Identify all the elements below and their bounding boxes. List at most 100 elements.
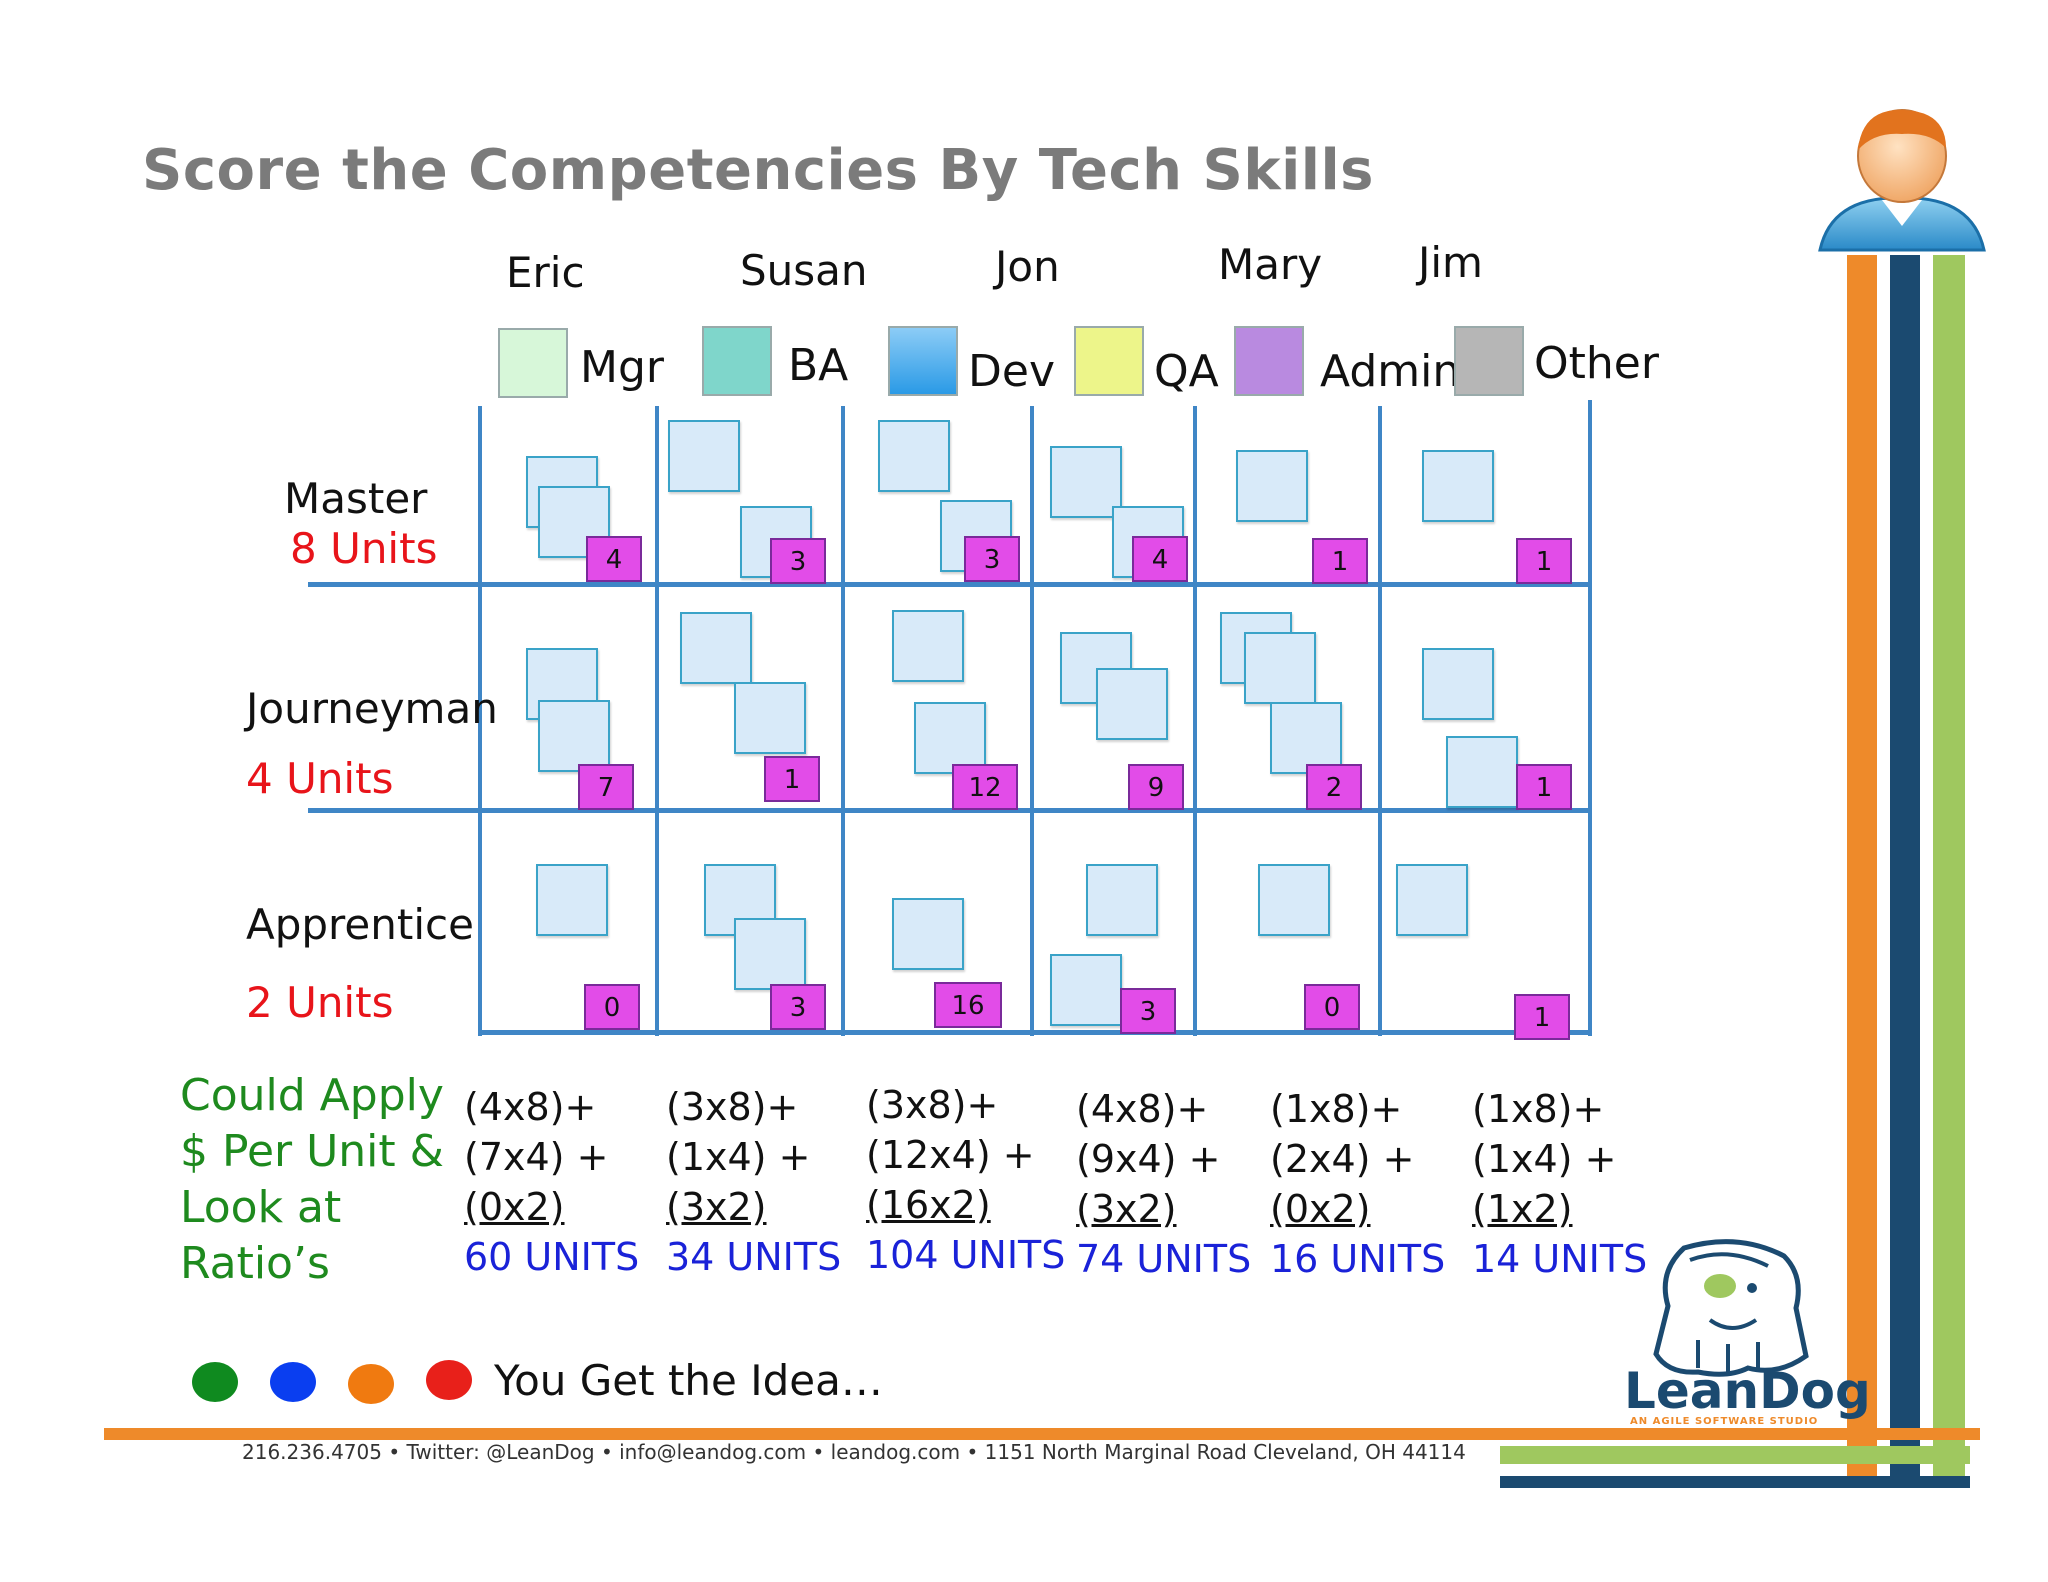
grid-vline xyxy=(655,406,659,1036)
legend-swatch-qa xyxy=(1074,326,1144,396)
grid-vline xyxy=(1588,400,1592,1036)
legend-swatch-ba xyxy=(702,326,772,396)
level-journeyman-label: Journeyman xyxy=(246,684,498,733)
count-badge: 2 xyxy=(1306,764,1362,810)
calc-line: (3x8)+ xyxy=(866,1083,999,1127)
calc-column: (4x8)+ (7x4) + (0x2) 60 UNITS xyxy=(464,1082,639,1282)
legend-swatch-mgr xyxy=(498,328,568,398)
level-journeyman-units: 4 Units xyxy=(246,754,394,803)
person-jim: Jim xyxy=(1418,238,1483,287)
calc-line: (1x4) + xyxy=(666,1135,811,1179)
person-mary: Mary xyxy=(1218,240,1323,289)
calc-line: (7x4) + xyxy=(464,1135,609,1179)
count-badge: 0 xyxy=(584,984,640,1030)
sticky-note xyxy=(1050,446,1122,518)
orange-bar xyxy=(104,1428,1980,1440)
calc-line: (2x4) + xyxy=(1270,1137,1415,1181)
sticky-note xyxy=(1258,864,1330,936)
calc-line: (1x8)+ xyxy=(1472,1087,1605,1131)
grid-vline xyxy=(1378,406,1382,1036)
navy-stripe xyxy=(1890,255,1920,1487)
leandog-logo: LeanDog xyxy=(1624,1362,1871,1420)
person-icon xyxy=(1818,109,1986,252)
sticky-note xyxy=(1244,632,1316,704)
legend-label-ba: BA xyxy=(788,340,849,391)
calc-line: (3x2) xyxy=(666,1185,767,1229)
calc-column: (3x8)+ (1x4) + (3x2) 34 UNITS xyxy=(666,1082,841,1282)
calc-line: (16x2) xyxy=(866,1183,991,1227)
sticky-note xyxy=(1096,668,1168,740)
count-badge: 1 xyxy=(1312,538,1368,584)
legend-label-mgr: Mgr xyxy=(580,342,664,393)
green-dot-icon xyxy=(192,1362,238,1402)
sticky-note xyxy=(1446,736,1518,808)
green-stripe xyxy=(1933,255,1965,1487)
legend-swatch-dev xyxy=(888,326,958,396)
person-susan: Susan xyxy=(740,246,868,295)
grid-vline xyxy=(1193,406,1197,1036)
count-badge: 0 xyxy=(1304,984,1360,1030)
calc-column: (1x8)+ (1x4) + (1x2) 14 UNITS xyxy=(1472,1084,1647,1284)
sticky-note xyxy=(878,420,950,492)
sticky-note xyxy=(892,898,964,970)
person-jon: Jon xyxy=(995,242,1060,291)
level-master-units: 8 Units xyxy=(290,524,438,573)
note-line: Ratio’s xyxy=(180,1238,330,1289)
count-badge: 16 xyxy=(934,982,1002,1028)
sticky-note xyxy=(914,702,986,774)
level-master-label: Master xyxy=(284,474,428,523)
calc-total: 104 UNITS xyxy=(866,1233,1066,1277)
calc-line: (4x8)+ xyxy=(464,1085,597,1129)
navy-bar xyxy=(1500,1476,1970,1488)
sticky-note xyxy=(536,864,608,936)
sticky-note xyxy=(734,918,806,990)
legend-label-qa: QA xyxy=(1154,346,1219,397)
calc-line: (12x4) + xyxy=(866,1133,1035,1177)
calc-total: 74 UNITS xyxy=(1076,1237,1252,1281)
count-badge: 1 xyxy=(764,756,820,802)
calc-total: 34 UNITS xyxy=(666,1235,842,1279)
calc-total: 14 UNITS xyxy=(1472,1237,1648,1281)
count-badge: 3 xyxy=(964,536,1020,582)
sticky-note xyxy=(892,610,964,682)
calc-line: (1x8)+ xyxy=(1270,1087,1403,1131)
sticky-note xyxy=(1422,648,1494,720)
sticky-note xyxy=(668,420,740,492)
calc-total: 16 UNITS xyxy=(1270,1237,1446,1281)
count-badge: 3 xyxy=(1120,988,1176,1034)
note-line: Could Apply xyxy=(180,1070,444,1121)
count-badge: 12 xyxy=(952,764,1018,810)
blue-dot-icon xyxy=(270,1362,316,1402)
calc-column: (3x8)+ (12x4) + (16x2) 104 UNITS xyxy=(866,1080,1065,1280)
could-apply-note: Could Apply $ Per Unit & Look at Ratio’s xyxy=(180,1068,444,1292)
grid-hline xyxy=(308,808,1592,813)
page-title: Score the Competencies By Tech Skills xyxy=(142,138,1374,203)
calc-line: (3x8)+ xyxy=(666,1085,799,1129)
sticky-note xyxy=(1396,864,1468,936)
count-badge: 4 xyxy=(1132,536,1188,582)
count-badge: 1 xyxy=(1516,764,1572,810)
calc-column: (1x8)+ (2x4) + (0x2) 16 UNITS xyxy=(1270,1084,1445,1284)
grid-vline xyxy=(841,406,845,1036)
legend-label-admin: Admin xyxy=(1320,346,1461,397)
sticky-note xyxy=(1050,954,1122,1026)
red-dot-icon xyxy=(426,1360,472,1400)
note-line: $ Per Unit & xyxy=(180,1126,444,1177)
sticky-note xyxy=(1422,450,1494,522)
sticky-note xyxy=(538,700,610,772)
count-badge: 1 xyxy=(1514,994,1570,1040)
orange-stripe xyxy=(1847,255,1877,1487)
calc-line: (4x8)+ xyxy=(1076,1087,1209,1131)
count-badge: 1 xyxy=(1516,538,1572,584)
orange-dot-icon xyxy=(348,1364,394,1404)
footer-contact: 216.236.4705 • Twitter: @LeanDog • info@… xyxy=(242,1440,1466,1464)
grid-hline xyxy=(478,1030,1592,1035)
count-badge: 9 xyxy=(1128,764,1184,810)
calc-line: (0x2) xyxy=(1270,1187,1371,1231)
legend-swatch-other xyxy=(1454,326,1524,396)
count-badge: 3 xyxy=(770,538,826,584)
level-apprentice-label: Apprentice xyxy=(246,900,474,949)
calc-line: (9x4) + xyxy=(1076,1137,1221,1181)
sticky-note xyxy=(1086,864,1158,936)
calc-line: (1x4) + xyxy=(1472,1137,1617,1181)
